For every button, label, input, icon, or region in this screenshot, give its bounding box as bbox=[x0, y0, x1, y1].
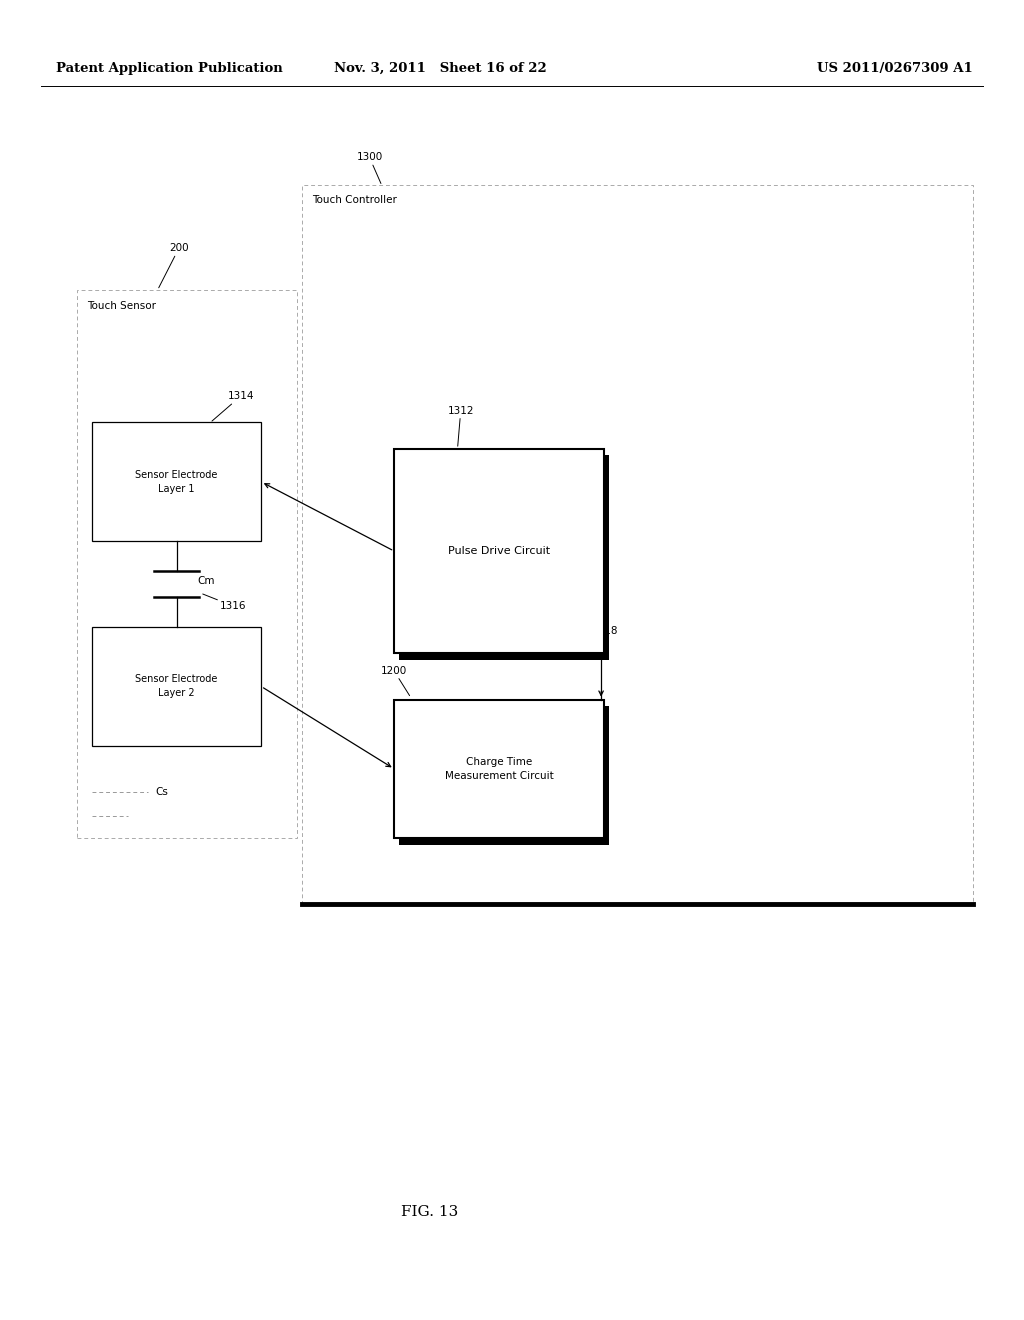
Bar bbox=[77, 290, 297, 838]
Bar bbox=[399, 706, 609, 845]
Bar bbox=[394, 700, 604, 838]
Text: 1200: 1200 bbox=[381, 665, 410, 696]
Bar bbox=[92, 627, 261, 746]
Text: Nov. 3, 2011   Sheet 16 of 22: Nov. 3, 2011 Sheet 16 of 22 bbox=[334, 62, 547, 75]
Bar bbox=[394, 449, 604, 653]
Text: 200: 200 bbox=[159, 243, 188, 288]
Text: Sensor Electrode
Layer 1: Sensor Electrode Layer 1 bbox=[135, 470, 218, 494]
Text: 1314: 1314 bbox=[212, 391, 254, 421]
Bar bbox=[399, 455, 609, 660]
Text: Cs: Cs bbox=[156, 787, 169, 797]
Text: FIG. 13: FIG. 13 bbox=[401, 1205, 459, 1218]
Text: Sensor Electrode
Layer 2: Sensor Electrode Layer 2 bbox=[135, 675, 218, 698]
Bar bbox=[302, 185, 973, 904]
Text: Touch Sensor: Touch Sensor bbox=[87, 301, 156, 312]
Text: Cm: Cm bbox=[197, 577, 215, 586]
Text: 1312: 1312 bbox=[447, 405, 474, 446]
Text: Touch Controller: Touch Controller bbox=[312, 195, 397, 206]
Text: 1300: 1300 bbox=[356, 152, 383, 183]
Text: Patent Application Publication: Patent Application Publication bbox=[56, 62, 283, 75]
Text: Charge Time
Measurement Circuit: Charge Time Measurement Circuit bbox=[444, 756, 554, 781]
Bar bbox=[92, 422, 261, 541]
Text: 1318: 1318 bbox=[575, 626, 618, 649]
Text: Pulse Drive Circuit: Pulse Drive Circuit bbox=[449, 546, 550, 556]
Text: US 2011/0267309 A1: US 2011/0267309 A1 bbox=[817, 62, 973, 75]
Text: 1316: 1316 bbox=[203, 594, 247, 611]
